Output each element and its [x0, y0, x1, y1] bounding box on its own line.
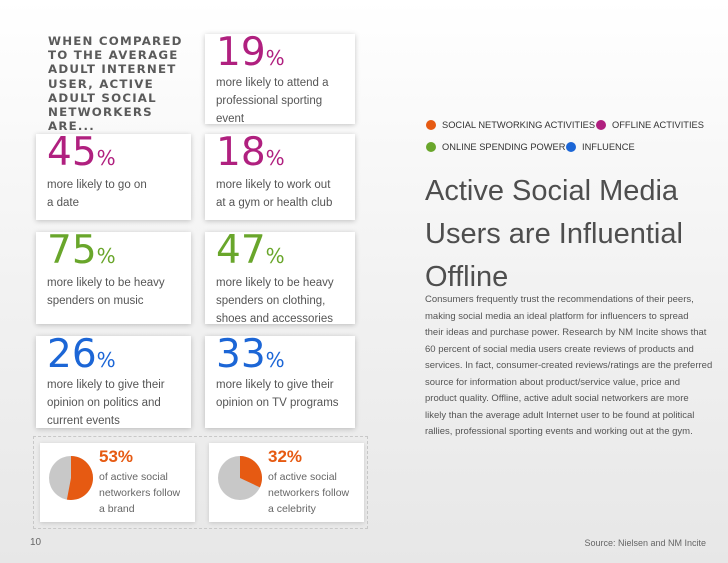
legend-dot [426, 142, 436, 152]
legend-dot [596, 120, 606, 130]
legend-item-spending: ONLINE SPENDING POWER [426, 142, 565, 152]
stat-description: more likely to be heavy spenders on music [47, 277, 165, 307]
stat-description: more likely to go on a date [47, 179, 147, 209]
intro-line: NETWORKERS ARE... [48, 105, 153, 134]
stat-card-tv: 33% more likely to give their opinion on … [205, 332, 355, 428]
legend-item-offline: OFFLINE ACTIVITIES [596, 120, 704, 130]
stat-percent: 18% [216, 130, 285, 175]
stat-percent: 26% [47, 332, 116, 377]
pie-card-brand: 53% of active social networkers follow a b… [40, 443, 195, 522]
pie-chart-celebrity [218, 456, 263, 500]
pie-description: of active social networkers follow a brand [99, 471, 181, 515]
stat-description: more likely to give their opinion on TV p… [216, 379, 339, 409]
intro-line: TO THE AVERAGE [48, 48, 179, 63]
stat-percent: 47% [216, 228, 285, 273]
stat-card-clothing: 47% more likely to be heavy spenders on c… [205, 228, 355, 325]
intro-line: WHEN COMPARED [48, 34, 183, 48]
pie-percent: 53% [99, 447, 134, 466]
pie-percent: 32% [268, 447, 303, 466]
legend-dot [426, 120, 436, 130]
stat-card-politics: 26% more likely to give their opinion on … [36, 332, 191, 428]
stat-description: more likely to work out at a gym or healt… [216, 179, 333, 209]
stat-description: more likely to attend a professional spor… [216, 77, 329, 125]
pie-description: of active social networkers follow a celeb… [268, 471, 350, 515]
stat-card-music: 75% more likely to be heavy spenders on m… [36, 228, 191, 324]
intro-line: ADULT SOCIAL [48, 90, 157, 105]
page-title: Active Social Media Users are Influentia… [425, 175, 683, 293]
legend-item-influence: INFLUENCE [566, 142, 635, 152]
pie-value-slice [240, 456, 263, 488]
stat-description: more likely to be heavy spenders on cloth… [216, 277, 334, 325]
intro-line: ADULT INTERNET [48, 62, 177, 77]
intro-line: USER, ACTIVE [48, 76, 154, 91]
stat-percent: 75% [47, 228, 116, 273]
stat-card-gym: 18% more likely to work out at a gym or h… [205, 130, 355, 220]
legend-item-social: SOCIAL NETWORKING ACTIVITIES [426, 120, 595, 130]
stat-description: more likely to give their opinion on poli… [47, 379, 165, 427]
pie-chart-brand [49, 456, 94, 500]
intro-heading: WHEN COMPARED TO THE AVERAGE ADULT INTER… [48, 34, 198, 133]
stat-percent: 45% [47, 130, 116, 175]
stat-percent: 33% [216, 332, 285, 377]
legend-dot [566, 142, 576, 152]
stat-card-sporting-event: 19% more likely to attend a professional … [205, 30, 355, 125]
page-number: 10 [30, 537, 42, 548]
pie-section-border [33, 436, 368, 529]
source-note: Source: Nielsen and NM Incite [584, 538, 706, 548]
pie-card-celebrity: 32% of active social networkers follow a c… [209, 443, 364, 522]
stat-percent: 19% [216, 30, 285, 75]
stat-card-date: 45% more likely to go on a date [36, 130, 191, 220]
body-paragraph: Consumers frequently trust the recommend… [425, 294, 713, 437]
pie-value-slice [66, 456, 94, 500]
